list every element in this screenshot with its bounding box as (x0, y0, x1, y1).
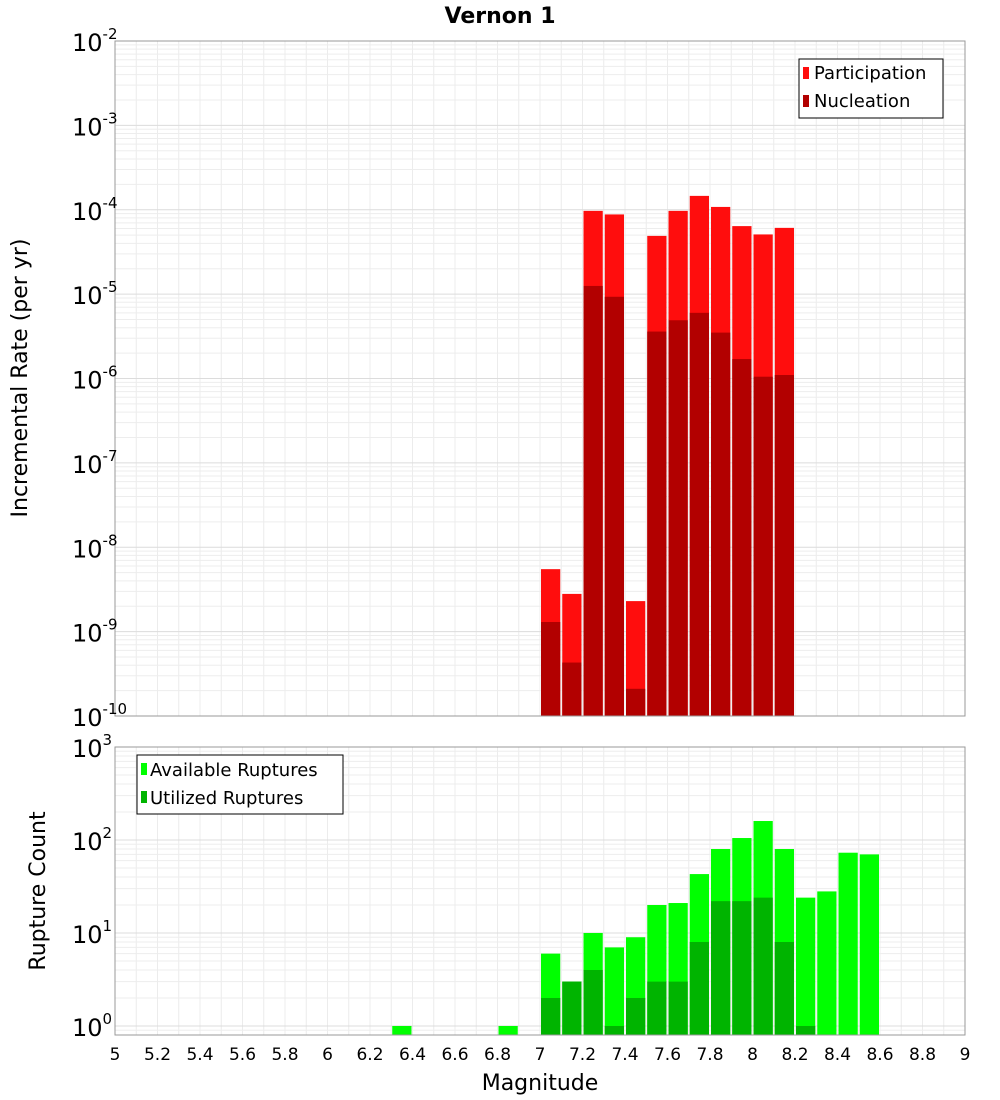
x-tick-label: 5.8 (271, 1045, 298, 1065)
bar-nucleation (774, 375, 794, 716)
bar-nucleation (689, 312, 709, 716)
bottom-y-tick-label: 103 (72, 731, 112, 763)
bottom-plot-frame (114, 746, 966, 1036)
top-y-tick-label: 10-8 (72, 531, 118, 563)
x-tick-label: 8.8 (909, 1045, 936, 1065)
bar-utilized-ruptures (562, 981, 582, 1035)
bar-utilized-ruptures (541, 997, 561, 1035)
bar-utilized-ruptures (583, 969, 603, 1035)
bottom-y-tick-label: 102 (72, 824, 112, 856)
bottom-legend[interactable]: Available Ruptures Utilized Ruptures (136, 754, 344, 815)
x-tick-label: 7 (535, 1045, 546, 1065)
x-tick-labels: 5 5.2 5.4 5.6 5.8 6 6.2 6.4 6.6 6.8 7 7.2 7.4 7.6 7.8 8… (110, 1045, 971, 1065)
bar-available-ruptures (796, 897, 816, 1035)
top-y-tick-labels: 10-2 10-3 10-4 10-5 10-6 10-7 10-8 10-9 10-10 (72, 25, 127, 732)
legend-swatch-participation (803, 67, 809, 79)
x-tick-label: 6.8 (484, 1045, 511, 1065)
bar-utilized-ruptures (647, 981, 667, 1035)
top-legend-box (798, 58, 944, 119)
x-axis-label: Magnitude (482, 1071, 599, 1096)
bar-available-ruptures (838, 852, 858, 1035)
top-y-tick-label: 10-10 (72, 700, 127, 732)
bottom-panel: 103 102 101 100 5 5.2 5.4 5.6 5.8 6 6.2 6.4 6.6 6.8 7… (26, 731, 970, 1096)
top-plot-frame (114, 40, 966, 717)
x-tick-label: 9 (960, 1045, 971, 1065)
bar-nucleation (562, 662, 582, 716)
bar-utilized-ruptures (753, 897, 773, 1035)
top-y-tick-label: 10-9 (72, 616, 118, 648)
bar-nucleation (647, 331, 667, 716)
top-y-axis-label: Incremental Rate (per yr) (8, 239, 33, 518)
bottom-bars (392, 821, 879, 1035)
bottom-y-tick-label: 101 (72, 917, 112, 949)
bar-nucleation (753, 376, 773, 716)
bar-nucleation (732, 359, 752, 716)
top-y-tick-label: 10-6 (72, 363, 118, 395)
bar-utilized-ruptures (732, 901, 752, 1035)
x-tick-label: 8.4 (824, 1045, 851, 1065)
bar-available-ruptures (392, 1025, 412, 1035)
bar-participation (626, 601, 646, 716)
top-legend[interactable]: Participation Nucleation (798, 58, 944, 119)
legend-label-utilized-ruptures: Utilized Ruptures (150, 788, 303, 809)
x-tick-label: 7.6 (654, 1045, 681, 1065)
bar-utilized-ruptures (626, 997, 646, 1035)
top-y-tick-label: 10-3 (72, 109, 118, 141)
bottom-legend-box (136, 754, 344, 815)
bar-utilized-ruptures (668, 981, 688, 1035)
bottom-y-axis-label: Rupture Count (26, 811, 51, 971)
x-tick-label: 5.6 (229, 1045, 256, 1065)
x-tick-label: 5 (110, 1045, 121, 1065)
bar-utilized-ruptures (604, 1025, 624, 1035)
top-bars (541, 195, 794, 717)
bar-nucleation (604, 296, 624, 716)
legend-swatch-available-ruptures (141, 763, 147, 775)
chart-title: Vernon 1 (445, 4, 556, 29)
bar-utilized-ruptures (711, 901, 731, 1035)
top-grid (114, 41, 966, 717)
bar-nucleation (668, 320, 688, 716)
bar-utilized-ruptures (774, 942, 794, 1035)
bar-available-ruptures (859, 854, 879, 1035)
x-tick-label: 6.2 (356, 1045, 383, 1065)
top-y-tick-label: 10-2 (72, 25, 118, 57)
top-y-tick-label: 10-4 (72, 194, 118, 226)
bar-available-ruptures (817, 891, 837, 1035)
top-y-tick-label: 10-5 (72, 278, 118, 310)
x-tick-label: 7.8 (696, 1045, 723, 1065)
legend-swatch-utilized-ruptures (141, 791, 147, 803)
x-tick-label: 6.4 (399, 1045, 426, 1065)
bar-nucleation (583, 285, 603, 716)
x-tick-label: 5.2 (144, 1045, 171, 1065)
x-tick-label: 6 (322, 1045, 333, 1065)
x-tick-label: 6.6 (441, 1045, 468, 1065)
bar-available-ruptures (604, 947, 624, 1035)
legend-label-participation: Participation (814, 63, 926, 84)
x-tick-label: 7.4 (611, 1045, 638, 1065)
top-y-tick-label: 10-7 (72, 447, 118, 479)
x-tick-label: 8 (747, 1045, 758, 1065)
legend-label-available-ruptures: Available Ruptures (150, 760, 318, 781)
bar-available-ruptures (498, 1025, 518, 1035)
x-tick-label: 8.2 (781, 1045, 808, 1065)
bottom-y-tick-labels: 103 102 101 100 (72, 731, 112, 1042)
bottom-y-tick-label: 100 (72, 1010, 112, 1042)
bar-nucleation (626, 688, 646, 716)
x-tick-label: 5.4 (186, 1045, 213, 1065)
x-tick-label: 7.2 (569, 1045, 596, 1065)
bar-utilized-ruptures (689, 942, 709, 1035)
bar-utilized-ruptures (796, 1025, 816, 1035)
legend-swatch-nucleation (803, 95, 809, 107)
bar-nucleation (711, 332, 731, 716)
x-tick-label: 8.6 (866, 1045, 893, 1065)
top-panel: 10-2 10-3 10-4 10-5 10-6 10-7 10-8 10-9 10-10 In… (8, 25, 966, 732)
bar-nucleation (541, 622, 561, 716)
legend-label-nucleation: Nucleation (814, 91, 910, 112)
